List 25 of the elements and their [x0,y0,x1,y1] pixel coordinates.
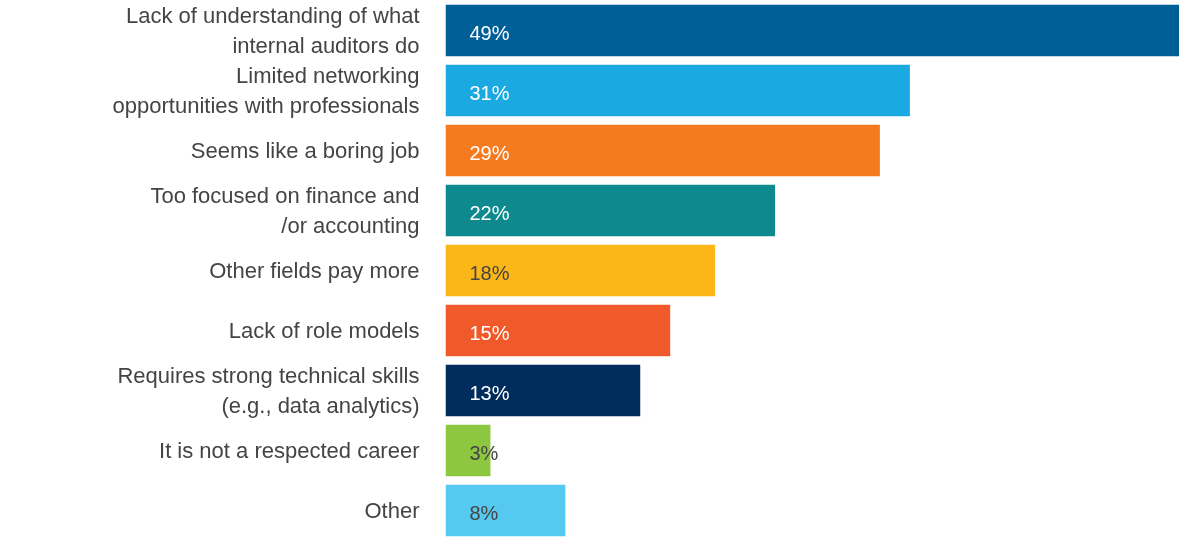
y-tick-label: It is not a respected career [159,438,420,463]
data-label: 22% [469,201,510,224]
bar [445,304,671,357]
bar [445,184,776,237]
data-label: 8% [469,501,499,524]
data-label: 18% [469,261,510,284]
y-tick-label: Other fields pay more [209,258,420,283]
bar [445,4,1179,57]
y-tick-label: Lack of role models [228,318,420,343]
y-tick-label: Lack of understanding of what internal auditors do [125,3,420,58]
data-label: 15% [469,321,510,344]
y-tick-label: Requires strong technical skills (e.g., data analytics) [117,363,420,418]
data-label: 49% [469,21,510,44]
y-tick-label: Other [364,498,420,523]
bar [445,124,880,177]
y-tick-label: Limited networking opportunities with professionals [112,63,420,118]
y-tick-label: Seems like a boring job [190,138,420,163]
data-label: 13% [469,381,510,404]
bar [445,364,641,417]
data-label: 31% [469,81,510,104]
bar [445,64,910,117]
bar [445,244,716,297]
data-label: 29% [469,141,510,164]
bar [445,484,566,537]
y-tick-label: Too focused on finance and /or accounting [150,183,420,238]
